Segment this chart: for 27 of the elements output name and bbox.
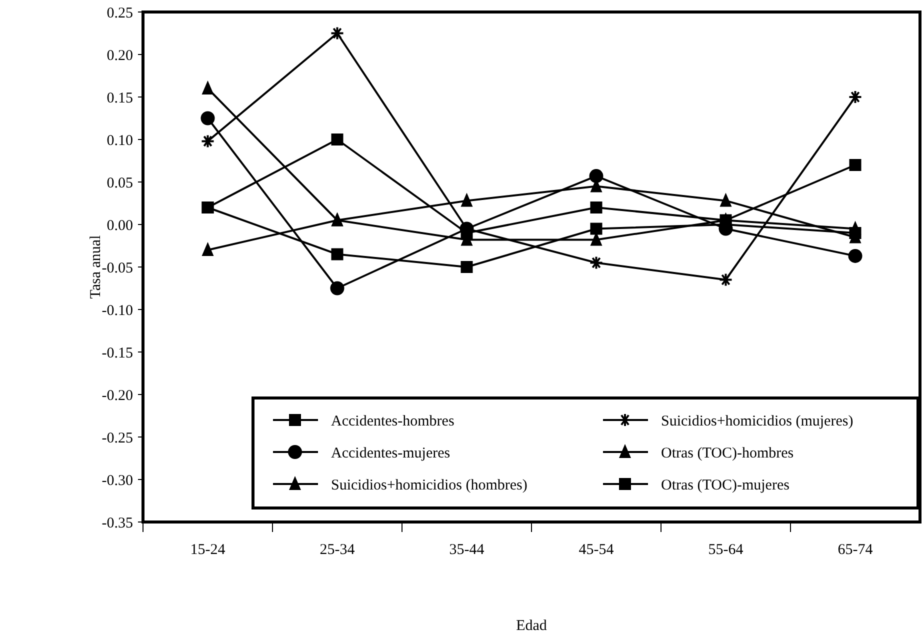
y-tick-label: 0.25	[106, 5, 133, 22]
y-tick-label: -0.30	[102, 472, 133, 489]
y-tick-label: 0.15	[106, 90, 133, 106]
legend-label: Suicidios+homicidios (mujeres)	[661, 413, 854, 430]
legend-label: Accidentes-hombres	[331, 413, 454, 430]
y-tick-label: -0.10	[102, 302, 133, 319]
y-axis-title: Tasa anual	[88, 235, 104, 299]
x-axis-title: Edad	[516, 618, 548, 634]
y-tick-label: -0.15	[102, 345, 133, 362]
y-tick-label: 0.00	[106, 218, 133, 234]
x-tick-label: 55-64	[708, 542, 744, 558]
x-tick-label: 65-74	[838, 542, 874, 558]
legend-label: Otras (TOC)-mujeres	[661, 477, 790, 494]
x-tick-label: 25-34	[320, 542, 356, 558]
y-tick-label: -0.20	[102, 388, 133, 404]
y-tick-label: -0.25	[102, 430, 133, 446]
x-tick-label: 45-54	[578, 542, 614, 558]
y-tick-label: -0.05	[102, 260, 133, 276]
y-tick-label: 0.10	[106, 132, 133, 149]
legend-label: Suicidios+homicidios (hombres)	[331, 477, 528, 494]
y-tick-label: 0.05	[106, 175, 133, 192]
x-tick-label: 15-24	[190, 542, 226, 558]
legend-label: Accidentes-mujeres	[331, 445, 450, 462]
x-tick-label: 35-44	[449, 542, 485, 558]
y-tick-label: -0.35	[102, 515, 133, 532]
y-tick-label: 0.20	[106, 48, 133, 64]
legend-label: Otras (TOC)-hombres	[661, 445, 794, 462]
